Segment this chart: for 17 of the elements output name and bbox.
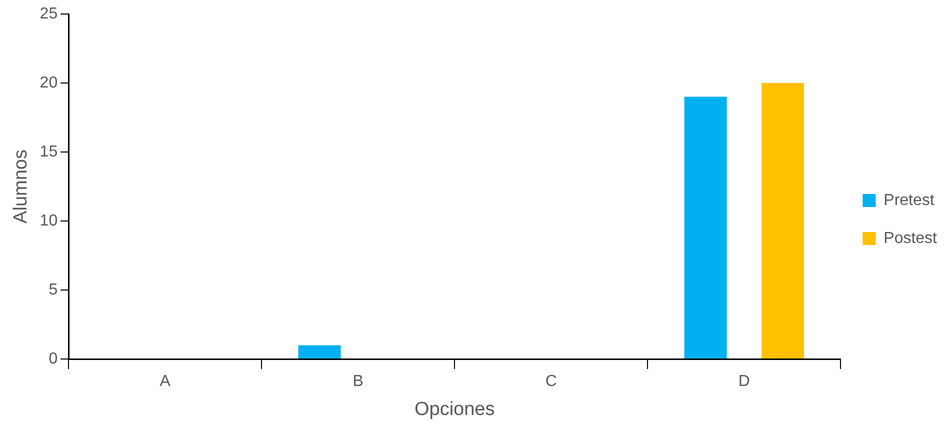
y-tick-label: 20: [40, 74, 58, 92]
y-tick-label: 5: [48, 281, 58, 298]
bar: [298, 345, 341, 358]
x-tick-label: C: [545, 373, 557, 390]
y-tick-label: 25: [40, 5, 58, 22]
x-tick-label: A: [160, 373, 171, 390]
legend-label: Pretest: [884, 192, 935, 209]
x-tick-label: B: [352, 373, 364, 390]
y-tick-label: 0: [48, 350, 58, 368]
bar: [684, 96, 727, 358]
bar: [762, 83, 804, 358]
x-tick-label: D: [738, 373, 750, 390]
y-tick-label: 15: [40, 143, 58, 160]
x-axis-title: Opciones: [414, 398, 495, 420]
y-tick-label: 10: [40, 212, 58, 230]
y-axis-title: Alumnos: [10, 150, 32, 224]
legend-label: Postest: [884, 230, 938, 247]
